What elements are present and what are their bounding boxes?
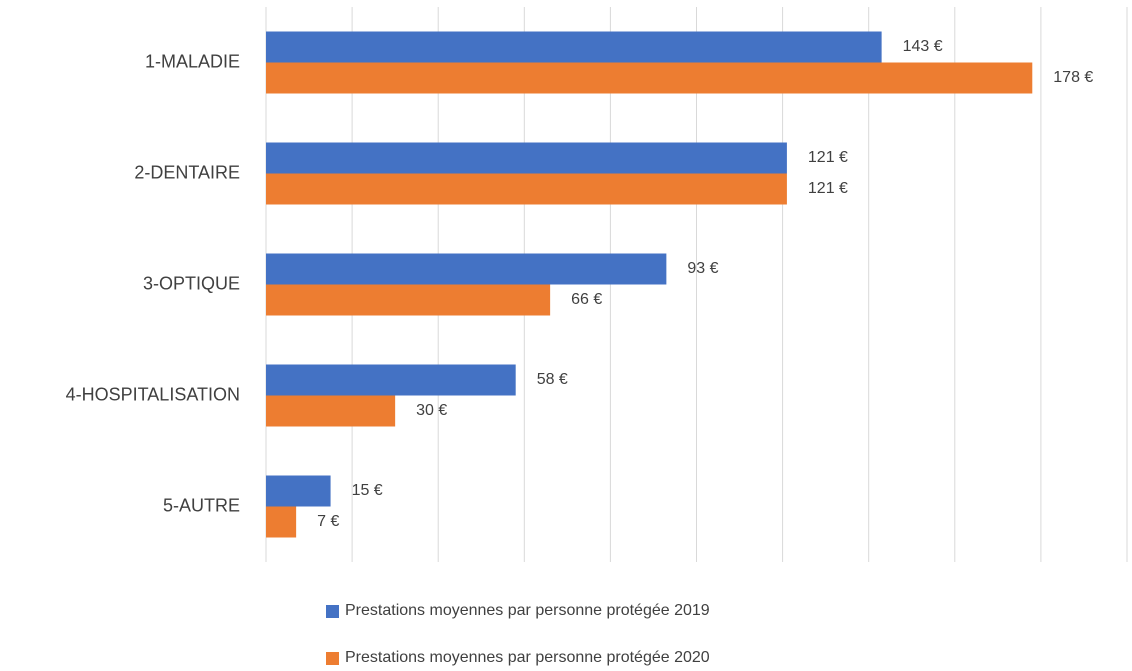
data-label: 66 € xyxy=(571,291,602,308)
y-tick-label: 5-AUTRE xyxy=(163,495,240,515)
legend-swatch xyxy=(326,652,339,665)
y-tick-label: 1-MALADIE xyxy=(145,51,240,71)
data-label: 30 € xyxy=(416,402,447,419)
bar xyxy=(266,253,667,285)
legend-label: Prestations moyennes par personne protég… xyxy=(345,649,710,666)
y-tick-label: 3-OPTIQUE xyxy=(143,273,240,293)
bar xyxy=(266,475,331,507)
bar xyxy=(266,142,787,174)
y-tick-label: 2-DENTAIRE xyxy=(134,162,240,182)
bar xyxy=(266,284,551,316)
data-label: 93 € xyxy=(687,260,718,277)
data-label: 121 € xyxy=(808,180,848,197)
bar xyxy=(266,173,787,205)
legend-label: Prestations moyennes par personne protég… xyxy=(345,602,710,619)
bar xyxy=(266,31,882,63)
legend-swatch xyxy=(326,605,339,618)
bar xyxy=(266,395,396,427)
bar xyxy=(266,62,1033,94)
y-tick-label: 4-HOSPITALISATION xyxy=(66,384,240,404)
data-label: 58 € xyxy=(537,371,568,388)
bar xyxy=(266,364,516,396)
data-label: 15 € xyxy=(352,482,383,499)
data-label: 121 € xyxy=(808,149,848,166)
data-label: 7 € xyxy=(317,513,339,530)
bar xyxy=(266,506,297,538)
data-label: 143 € xyxy=(903,38,943,55)
data-label: 178 € xyxy=(1053,69,1093,86)
